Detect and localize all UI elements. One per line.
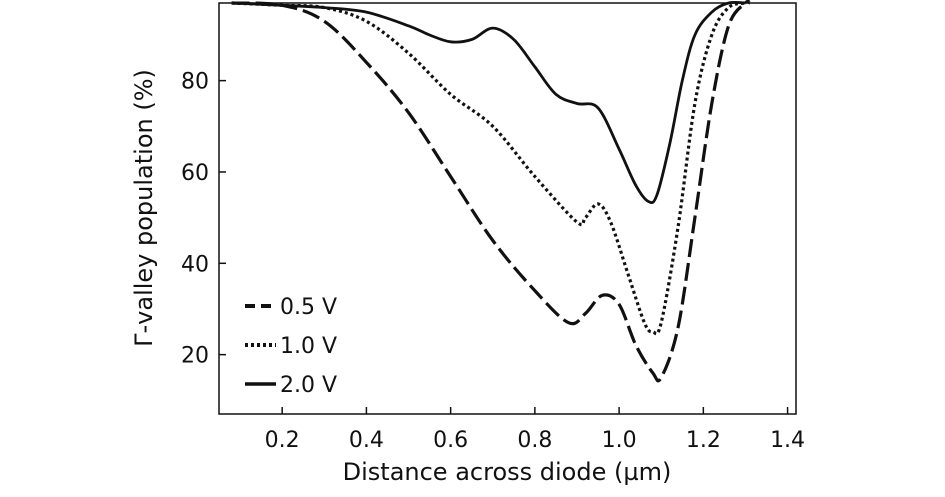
legend: 0.5 V 1.0 V 2.0 V: [245, 295, 337, 398]
plot-frame: [218, 2, 797, 415]
x-tick-label: 1.4: [770, 428, 805, 453]
x-tick-label: 1.2: [686, 428, 721, 453]
series-line-dotted: [231, 1, 746, 336]
x-axis-title: Distance across diode (µm): [343, 458, 672, 486]
legend-label: 0.5 V: [280, 295, 337, 320]
x-tick-label: 0.6: [433, 428, 468, 453]
y-axis-title: Γ-valley population (%): [130, 69, 158, 347]
x-tick-label: 0.4: [349, 428, 384, 453]
x-axis: 0.2 0.4 0.6 0.8 1.0 1.2 1.4: [265, 407, 805, 453]
y-tick-label: 80: [181, 70, 209, 95]
x-tick-label: 0.2: [265, 428, 300, 453]
y-axis: 20 40 60 80: [181, 70, 226, 369]
legend-label: 2.0 V: [280, 373, 337, 398]
x-tick-label: 0.8: [517, 428, 552, 453]
series-line-dashed: [231, 0, 751, 383]
y-tick-label: 20: [181, 344, 209, 369]
x-tick-label: 1.0: [602, 428, 637, 453]
y-tick-label: 60: [181, 161, 209, 186]
y-tick-label: 40: [181, 252, 209, 277]
legend-label: 1.0 V: [280, 334, 337, 359]
series-layer: [231, 0, 751, 383]
series-line-solid: [231, 0, 746, 205]
